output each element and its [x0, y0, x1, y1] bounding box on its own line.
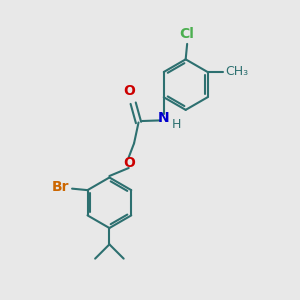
- Text: O: O: [123, 84, 135, 98]
- Text: O: O: [123, 156, 135, 170]
- Text: Br: Br: [52, 180, 70, 194]
- Text: H: H: [172, 118, 181, 131]
- Text: CH₃: CH₃: [225, 65, 248, 79]
- Text: Cl: Cl: [180, 27, 195, 41]
- Text: N: N: [158, 111, 169, 125]
